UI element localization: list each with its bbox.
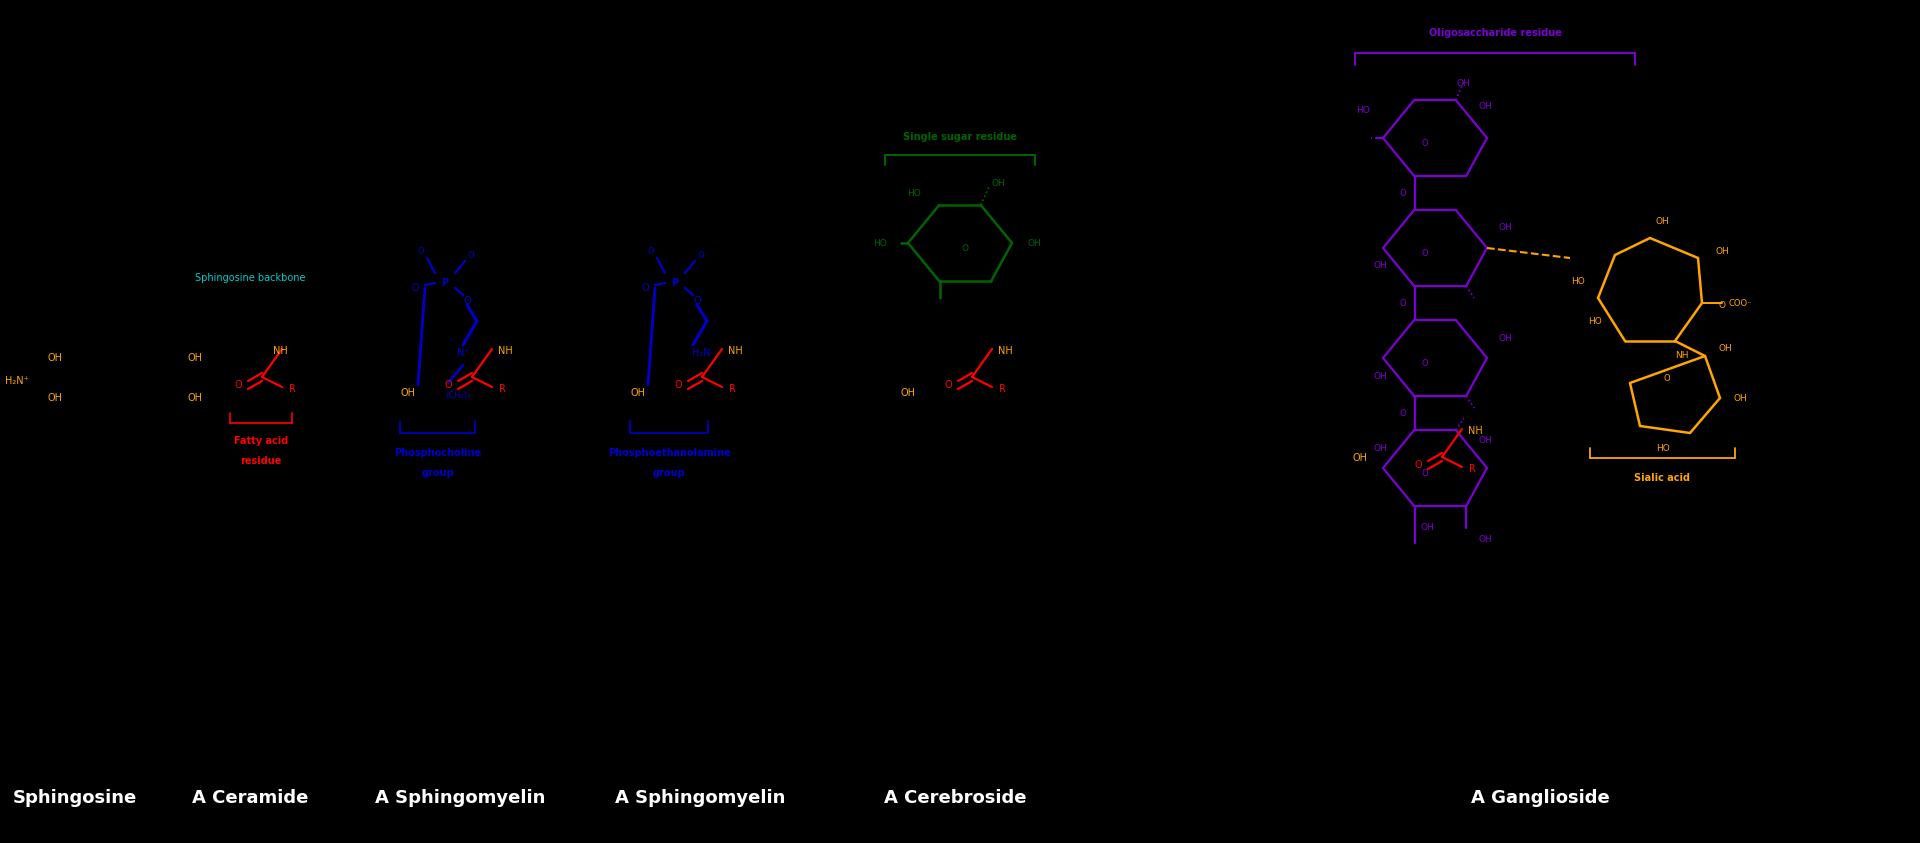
Text: NH: NH — [497, 346, 513, 356]
Text: HO: HO — [1588, 316, 1601, 325]
Text: OH: OH — [1718, 343, 1732, 352]
Text: OH: OH — [188, 393, 202, 403]
Text: NH: NH — [998, 346, 1012, 356]
Text: COO⁻: COO⁻ — [1728, 298, 1751, 308]
Text: (CH₃)₃: (CH₃)₃ — [445, 390, 470, 400]
Text: HO: HO — [1657, 443, 1670, 453]
Text: R: R — [728, 384, 735, 394]
Text: OH: OH — [48, 393, 63, 403]
Text: Sialic acid: Sialic acid — [1634, 473, 1690, 483]
Text: OH: OH — [1498, 334, 1511, 342]
Text: H₂N: H₂N — [691, 348, 710, 358]
Text: HO: HO — [1356, 105, 1369, 115]
Text: OH: OH — [188, 353, 202, 363]
Text: O: O — [411, 283, 419, 293]
Text: OH: OH — [1734, 394, 1747, 402]
Text: OH: OH — [1373, 443, 1386, 453]
Text: residue: residue — [240, 456, 282, 466]
Text: NH: NH — [273, 346, 288, 356]
Text: A Ganglioside: A Ganglioside — [1471, 789, 1609, 807]
Text: OH: OH — [1352, 453, 1367, 463]
Text: OH: OH — [1027, 239, 1041, 248]
Text: OH: OH — [1455, 78, 1471, 88]
Text: OH: OH — [1421, 524, 1434, 533]
Text: R: R — [499, 384, 505, 394]
Text: OH: OH — [48, 353, 63, 363]
Text: Sphingosine backbone: Sphingosine backbone — [194, 273, 305, 283]
Text: OH: OH — [1655, 217, 1668, 225]
Text: P: P — [442, 278, 449, 288]
Text: NH: NH — [1676, 351, 1690, 359]
Text: H₂N⁺: H₂N⁺ — [6, 376, 29, 386]
Text: Phosphocholine: Phosphocholine — [394, 448, 482, 458]
Text: group: group — [653, 468, 685, 478]
Text: O: O — [674, 380, 682, 390]
Text: A Cerebroside: A Cerebroside — [883, 789, 1027, 807]
Text: group: group — [420, 468, 453, 478]
Text: HO: HO — [908, 189, 922, 197]
Text: O: O — [945, 380, 952, 390]
Text: O⁻: O⁻ — [647, 246, 659, 255]
Text: P: P — [672, 278, 678, 288]
Text: O: O — [1665, 373, 1670, 383]
Text: R: R — [1469, 464, 1475, 474]
Text: O: O — [962, 244, 970, 253]
Text: O: O — [1400, 409, 1405, 417]
Text: A Sphingomyelin: A Sphingomyelin — [374, 789, 545, 807]
Text: O⁻: O⁻ — [697, 250, 708, 260]
Text: NH: NH — [1467, 426, 1482, 436]
Text: O⁻: O⁻ — [417, 246, 428, 255]
Text: O: O — [1421, 249, 1428, 257]
Text: OH: OH — [1373, 372, 1386, 380]
Text: A Ceramide: A Ceramide — [192, 789, 309, 807]
Text: O: O — [1421, 358, 1428, 368]
Text: OH: OH — [1478, 535, 1492, 545]
Text: R: R — [998, 384, 1006, 394]
Text: R: R — [288, 384, 296, 394]
Text: OH: OH — [1498, 223, 1511, 233]
Text: Sphingosine: Sphingosine — [13, 789, 136, 807]
Text: OH: OH — [993, 179, 1006, 187]
Text: O: O — [641, 283, 649, 293]
Text: O: O — [234, 380, 242, 390]
Text: O: O — [1421, 138, 1428, 148]
Text: HO: HO — [1571, 277, 1584, 286]
Text: NH: NH — [728, 346, 743, 356]
Text: O: O — [1415, 460, 1423, 470]
Text: Fatty acid: Fatty acid — [234, 436, 288, 446]
Text: O⁻: O⁻ — [467, 250, 478, 260]
Text: HO: HO — [874, 239, 887, 248]
Text: A Sphingomyelin: A Sphingomyelin — [614, 789, 785, 807]
Text: Phosphoethanolamine: Phosphoethanolamine — [607, 448, 730, 458]
Text: OH: OH — [1478, 101, 1492, 110]
Text: O: O — [444, 380, 451, 390]
Text: O: O — [1421, 469, 1428, 477]
Text: OH: OH — [1373, 261, 1386, 271]
Text: O: O — [463, 296, 470, 306]
Text: O: O — [1400, 189, 1405, 197]
Text: OH: OH — [1715, 246, 1728, 255]
Text: O: O — [1400, 298, 1405, 308]
Text: O: O — [693, 296, 701, 306]
Text: OH: OH — [900, 388, 916, 398]
Text: O: O — [1718, 300, 1726, 309]
Text: OH: OH — [630, 388, 645, 398]
Text: OH: OH — [401, 388, 415, 398]
Text: Oligosaccharide residue: Oligosaccharide residue — [1428, 28, 1561, 38]
Text: N⁺: N⁺ — [457, 348, 468, 358]
Text: Single sugar residue: Single sugar residue — [902, 132, 1018, 142]
Text: OH: OH — [1478, 436, 1492, 444]
